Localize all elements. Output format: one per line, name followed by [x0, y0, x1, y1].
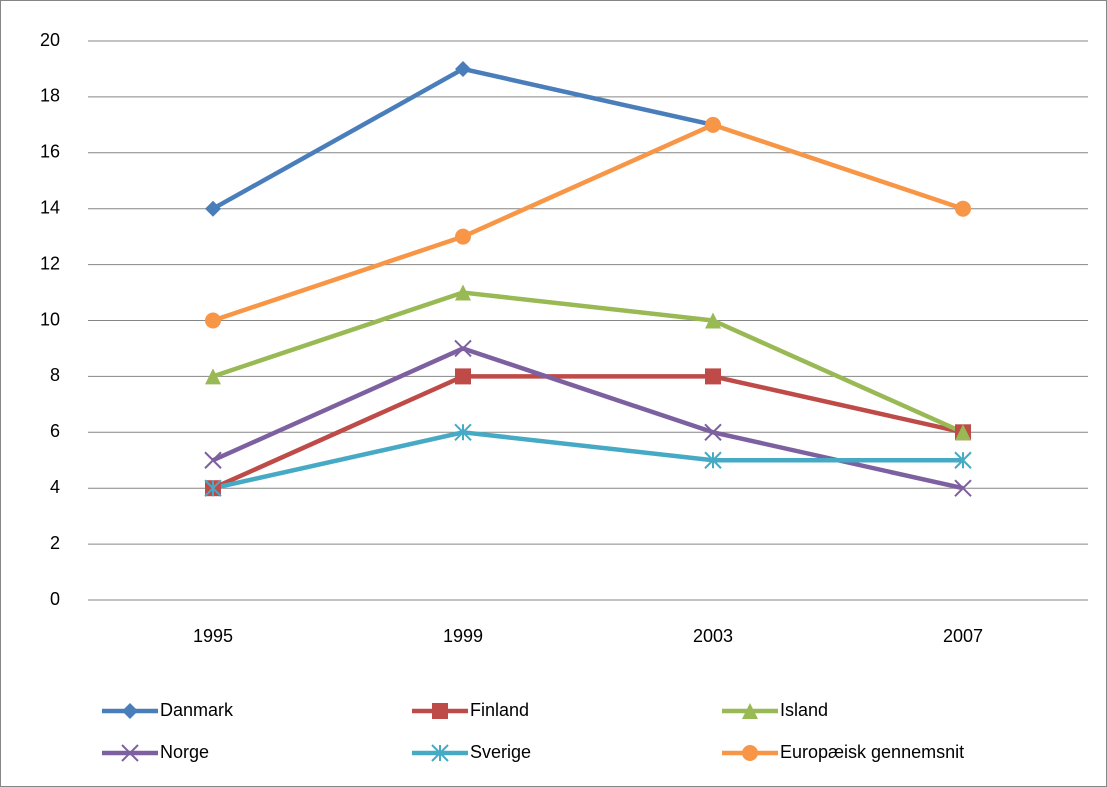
x-tick-label: 2007 [943, 626, 983, 646]
legend-label: Finland [470, 700, 529, 720]
y-tick-label: 10 [40, 309, 60, 329]
legend-label: Island [780, 700, 828, 720]
data-point [954, 479, 972, 497]
data-point [205, 312, 221, 329]
data-point [705, 116, 721, 133]
data-point [454, 423, 472, 442]
legend-marker [742, 703, 758, 719]
series-line [212, 290, 964, 435]
legend-marker [742, 745, 758, 761]
data-point [705, 368, 721, 385]
data-point [704, 451, 722, 469]
y-tick-label: 16 [40, 142, 60, 162]
x-tick-label: 2003 [693, 626, 733, 646]
data-point [455, 228, 471, 245]
data-point [705, 312, 721, 329]
y-tick-label: 6 [50, 421, 60, 441]
y-tick-label: 8 [50, 365, 60, 385]
legend-marker [431, 744, 449, 762]
data-point [454, 339, 472, 358]
x-tick-label: 1995 [193, 626, 233, 646]
legend-marker [432, 703, 448, 719]
y-tick-label: 2 [50, 533, 60, 553]
x-tick-label: 1999 [443, 626, 483, 646]
legend-marker [121, 744, 139, 762]
series-line [212, 122, 964, 323]
data-point [205, 368, 221, 385]
data-point [455, 60, 471, 77]
y-tick-label: 14 [40, 197, 60, 217]
legend-label: Europæisk gennemsnit [780, 742, 964, 762]
y-tick-label: 18 [40, 86, 60, 106]
data-point [954, 451, 972, 469]
data-point [205, 200, 221, 217]
y-tick-label: 0 [50, 589, 60, 609]
data-point [704, 423, 722, 442]
legend-marker [122, 703, 138, 719]
y-tick-label: 12 [40, 253, 60, 273]
data-point [455, 368, 471, 385]
y-tick-label: 20 [40, 30, 60, 50]
legend-label: Danmark [160, 700, 234, 720]
data-point [204, 451, 222, 469]
data-point [204, 479, 222, 497]
data-point [955, 424, 971, 441]
y-tick-label: 4 [50, 477, 60, 497]
series-line [212, 430, 963, 491]
data-point [455, 284, 471, 301]
series-line [212, 374, 964, 491]
legend-label: Norge [160, 742, 209, 762]
legend-label: Sverige [470, 742, 531, 762]
data-point [955, 200, 971, 217]
